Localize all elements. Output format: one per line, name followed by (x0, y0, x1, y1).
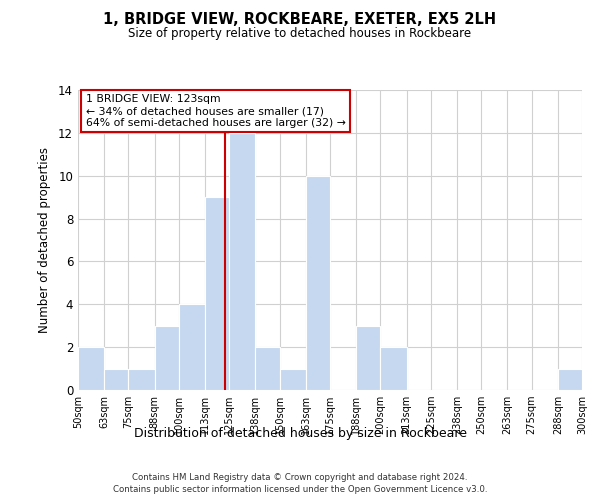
Bar (104, 368, 128, 390)
Y-axis label: Number of detached properties: Number of detached properties (38, 147, 51, 333)
Bar (306, 176, 330, 390)
Text: Contains HM Land Registry data © Crown copyright and database right 2024.: Contains HM Land Registry data © Crown c… (132, 472, 468, 482)
Bar (280, 368, 306, 390)
Text: 1 BRIDGE VIEW: 123sqm
← 34% of detached houses are smaller (17)
64% of semi-deta: 1 BRIDGE VIEW: 123sqm ← 34% of detached … (86, 94, 346, 128)
Text: 1, BRIDGE VIEW, ROCKBEARE, EXETER, EX5 2LH: 1, BRIDGE VIEW, ROCKBEARE, EXETER, EX5 2… (103, 12, 497, 28)
Bar (179, 304, 205, 390)
Text: Size of property relative to detached houses in Rockbeare: Size of property relative to detached ho… (128, 28, 472, 40)
Bar (128, 368, 155, 390)
Text: Distribution of detached houses by size in Rockbeare: Distribution of detached houses by size … (133, 428, 467, 440)
Bar (205, 197, 229, 390)
Bar (356, 326, 380, 390)
Bar (380, 347, 407, 390)
Bar (558, 368, 582, 390)
Bar (78, 347, 104, 390)
Bar (155, 326, 179, 390)
Bar (256, 347, 280, 390)
Text: Contains public sector information licensed under the Open Government Licence v3: Contains public sector information licen… (113, 485, 487, 494)
Bar (229, 133, 256, 390)
